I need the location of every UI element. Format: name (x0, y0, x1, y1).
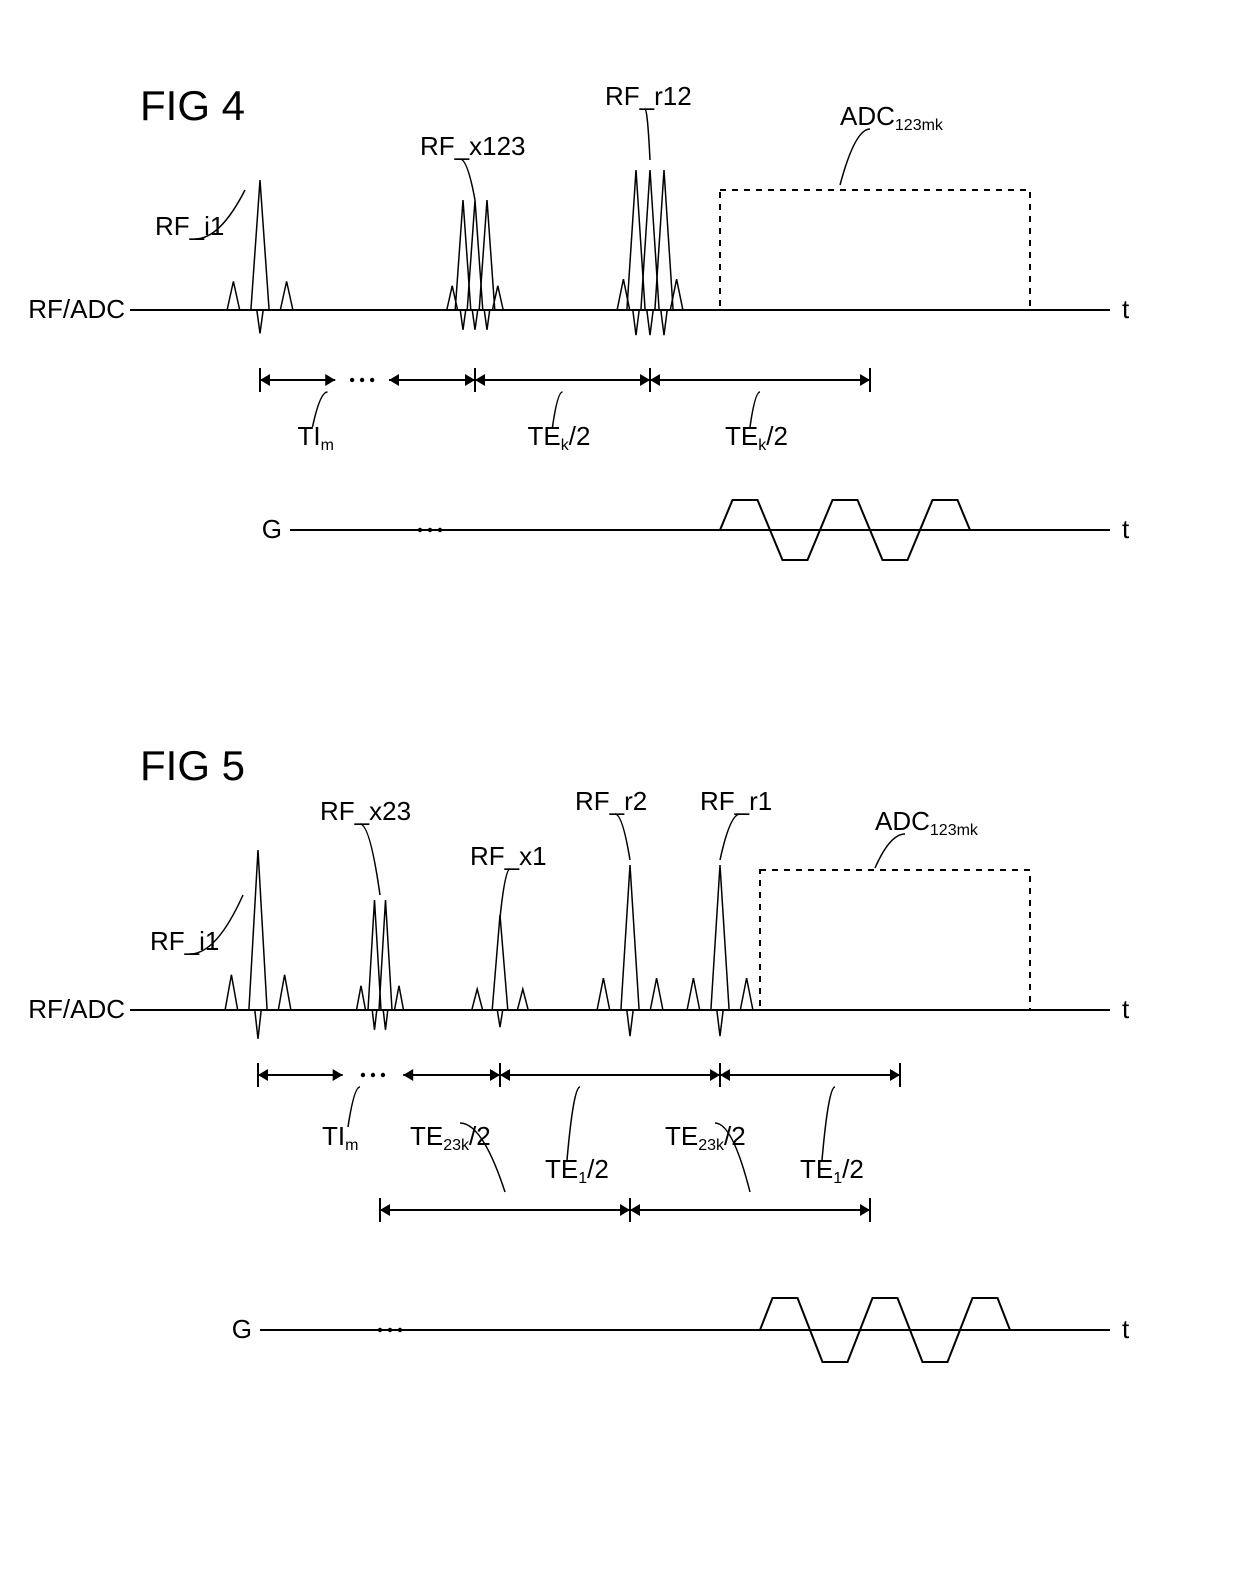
rf-axis-label: RF/ADC (28, 294, 125, 324)
g-axis-label: G (232, 1314, 252, 1344)
rf_r12-label: RF_r12 (605, 81, 692, 111)
dimension (630, 1198, 870, 1222)
adc-window (760, 870, 1030, 1010)
rf_x123-label: RF_x123 (420, 131, 526, 161)
rf_x23-label: RF_x23 (320, 796, 411, 826)
tim-label-5: TIm (322, 1121, 358, 1154)
te23b-label: TE23k/2 (665, 1121, 746, 1154)
dimension (475, 368, 650, 392)
te1b-label: TE1/2 (800, 1154, 864, 1187)
adc-label: ADC123mk (840, 101, 944, 134)
dimension (650, 368, 870, 392)
tek1-label: TEk/2 (528, 421, 591, 454)
dimension (260, 368, 475, 392)
figure-title: FIG 4 (140, 82, 245, 129)
rf_x1-label: RF_x1 (470, 841, 547, 871)
dimension (258, 1063, 500, 1087)
t-label: t (1122, 994, 1130, 1024)
dimension (720, 1063, 900, 1087)
tim-label: TIm (298, 421, 334, 454)
adc-window (720, 190, 1030, 310)
t-label-g: t (1122, 514, 1130, 544)
rf_r2-label: RF_r2 (575, 786, 647, 816)
dimension (500, 1063, 720, 1087)
te23a-label: TE23k/2 (410, 1121, 491, 1154)
te1a-label: TE1/2 (545, 1154, 609, 1187)
t-label: t (1122, 294, 1130, 324)
g-axis-label: G (262, 514, 282, 544)
tek2-label: TEk/2 (725, 421, 788, 454)
rf_i1-label: RF_i1 (150, 926, 219, 956)
t-label-g: t (1122, 1314, 1130, 1344)
rf-axis-label: RF/ADC (28, 994, 125, 1024)
figure-title: FIG 5 (140, 742, 245, 789)
fig-4: RF/ADC t Gt RF_i1 RF_x123 RF_r12 ADC123mk TIm TE… (28, 81, 1130, 560)
rf_r1-label: RF_r1 (700, 786, 772, 816)
rf_i1-label: RF_i1 (155, 211, 224, 241)
adc-label: ADC123mk (875, 806, 979, 839)
fig-5: RF/ADC t Gt RF_i1 RF_x23 RF_x1 RF_r2 RF_r1 ADC12… (28, 786, 1130, 1362)
dimension (380, 1198, 630, 1222)
